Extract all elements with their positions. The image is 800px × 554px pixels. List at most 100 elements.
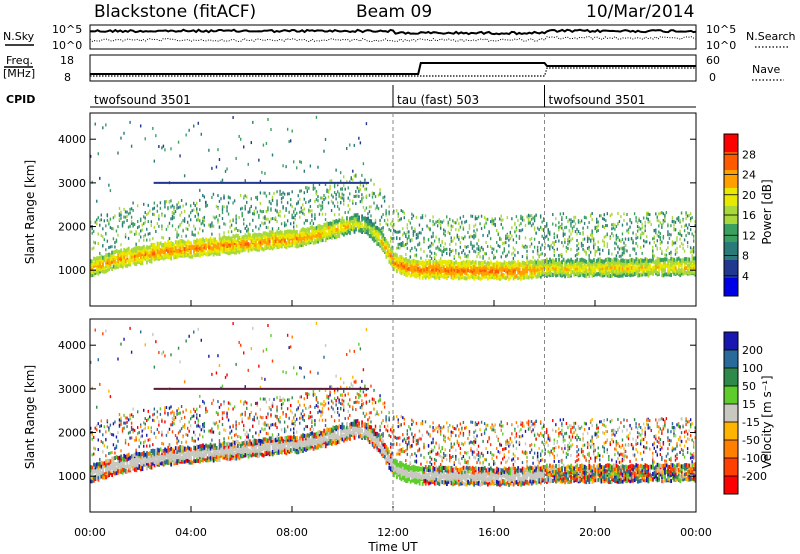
power-echo [556, 235, 559, 239]
power-echo [106, 218, 109, 222]
power-echo [653, 228, 655, 232]
power-echo [349, 216, 351, 221]
power-echo [394, 260, 397, 265]
freq-label: Freq. [6, 54, 33, 67]
power-echo [226, 241, 229, 246]
power-echo [280, 240, 283, 245]
power-echo [491, 247, 493, 251]
power-echo [364, 187, 366, 191]
power-echo [556, 272, 559, 277]
power-echo [206, 240, 209, 245]
power-echo [233, 234, 236, 239]
power-echo [174, 255, 177, 260]
power-echo [380, 246, 383, 251]
power-echo [623, 265, 626, 270]
power-echo [370, 222, 373, 227]
power-echo [615, 263, 618, 268]
power-echo [96, 256, 98, 261]
power-echo [632, 241, 634, 245]
power-echo [518, 223, 521, 227]
power-echo [235, 217, 237, 221]
power-echo [349, 220, 351, 225]
power-echo [103, 266, 106, 271]
power-echo [188, 181, 191, 184]
power-echo [223, 242, 226, 247]
power-echo [333, 181, 336, 184]
power-echo [309, 164, 312, 168]
power-echo [162, 181, 165, 184]
power-echo [602, 259, 604, 264]
power-echo [312, 181, 315, 184]
power-echo [339, 171, 342, 175]
power-echo [617, 264, 620, 269]
power-echo [688, 271, 691, 276]
power-echo [270, 181, 273, 184]
power-echo [415, 265, 418, 270]
power-echo [417, 234, 419, 238]
power-echo [288, 140, 290, 144]
power-echo [303, 207, 306, 211]
power-echo [450, 224, 452, 228]
power-echo [391, 224, 393, 228]
power-echo [674, 248, 677, 252]
power-echo [150, 256, 153, 261]
power-echo [530, 260, 533, 265]
power-echo [639, 272, 642, 277]
power-echo [680, 234, 683, 238]
power-echo [170, 240, 173, 245]
power-echo [374, 233, 377, 238]
power-echo [606, 259, 609, 264]
power-echo [664, 253, 666, 257]
power-echo [529, 238, 531, 242]
power-echo [397, 212, 399, 216]
power-echo [389, 250, 392, 255]
power-echo [412, 229, 415, 233]
power-echo [674, 228, 677, 232]
power-echo [473, 244, 475, 248]
power-echo [293, 232, 295, 237]
power-echo [529, 265, 532, 270]
power-echo [370, 226, 373, 231]
power-echo [649, 271, 651, 276]
power-echo [327, 181, 330, 184]
power-echo [411, 272, 413, 277]
power-echo [355, 190, 357, 194]
power-echo [615, 233, 618, 237]
power-echo [373, 226, 376, 231]
power-echo [521, 218, 524, 222]
power-echo [247, 244, 250, 249]
power-echo [553, 259, 556, 264]
power-echo [692, 250, 695, 254]
power-echo [189, 254, 192, 259]
power-echo [647, 212, 649, 216]
power-echo [427, 271, 430, 276]
power-echo [467, 262, 470, 267]
power-echo [191, 254, 194, 259]
power-echo [635, 266, 638, 271]
power-echo [352, 178, 354, 182]
power-echo [574, 259, 577, 264]
power-echo [439, 257, 442, 261]
power-echo [544, 242, 546, 246]
power-echo [641, 264, 644, 269]
power-echo [179, 223, 181, 227]
power-echo [321, 224, 324, 229]
power-echo [480, 276, 483, 281]
power-echo [136, 204, 139, 208]
power-echo [539, 265, 542, 270]
power-echo [479, 246, 481, 250]
power-echo [362, 181, 365, 184]
power-echo [389, 222, 392, 226]
cpid-segment-label: twofsound 3501 [549, 93, 646, 107]
power-echo [536, 226, 539, 230]
power-echo [161, 227, 163, 231]
power-echo [553, 253, 555, 257]
power-echo [153, 206, 156, 210]
power-echo [583, 237, 586, 241]
velocity-echo [135, 468, 138, 473]
power-echo [173, 246, 176, 251]
power-echo [412, 265, 415, 270]
power-echo [243, 195, 245, 199]
velocity-echo [123, 460, 126, 465]
power-echo [409, 221, 412, 225]
